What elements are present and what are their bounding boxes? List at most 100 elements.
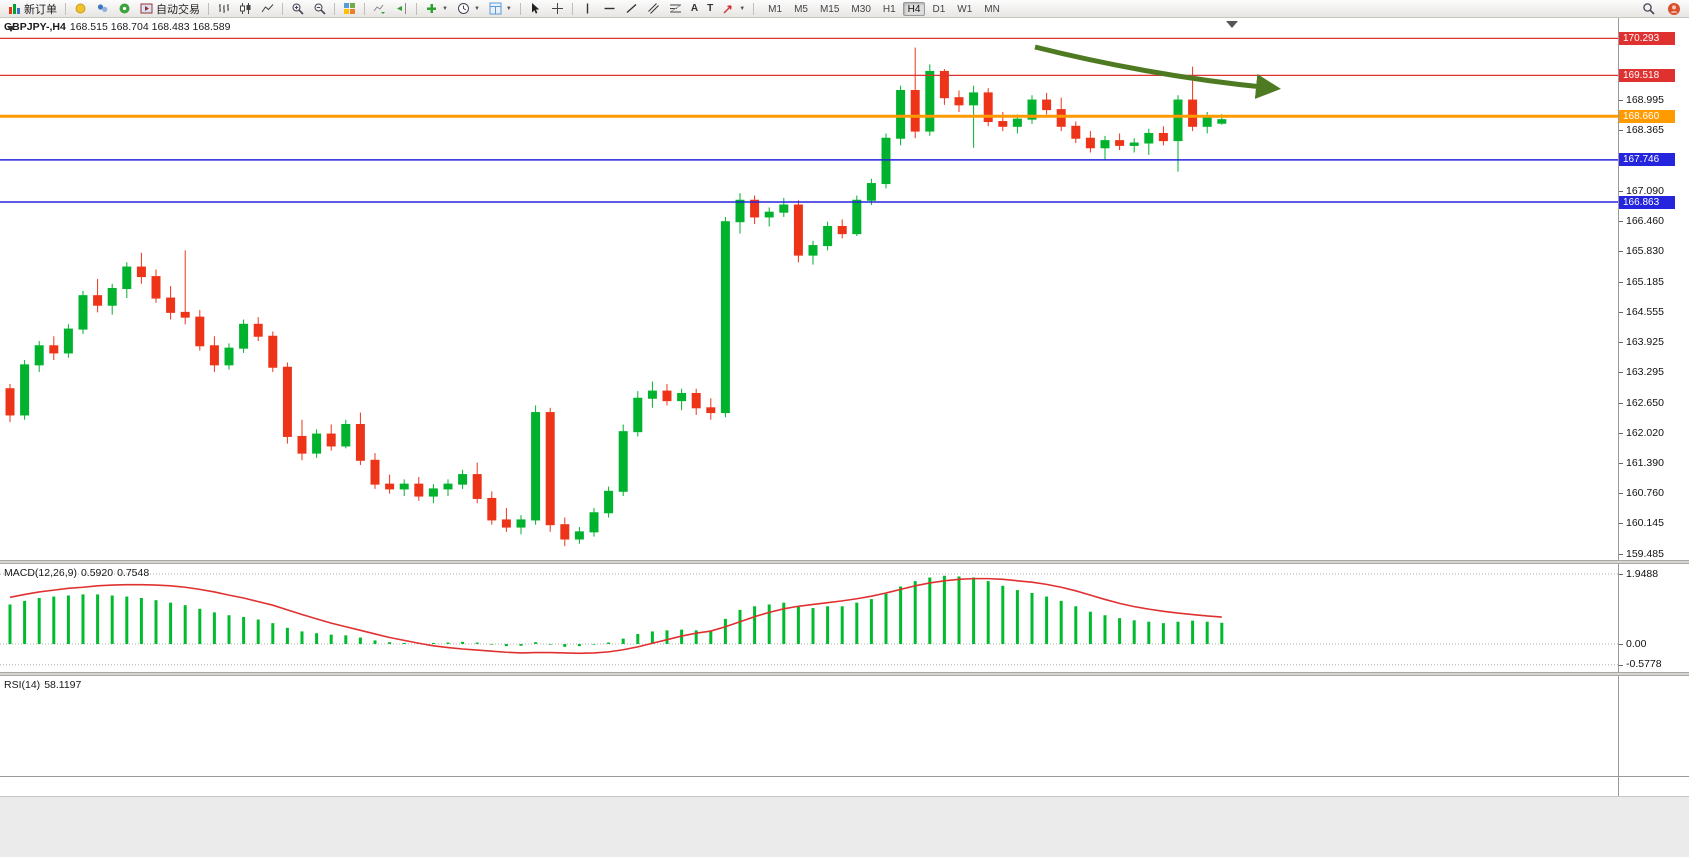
price-axis-label: 164.555 bbox=[1626, 306, 1664, 319]
price-axis-tick bbox=[1619, 282, 1623, 284]
zoom-in-icon bbox=[291, 2, 304, 15]
candle bbox=[939, 69, 949, 105]
cursor-tool-button[interactable] bbox=[525, 1, 546, 16]
price-chart-canvas[interactable] bbox=[0, 18, 1618, 560]
text-tool-button[interactable]: A bbox=[687, 1, 702, 16]
timeframe-button-w1[interactable]: W1 bbox=[952, 2, 977, 16]
profile-badge-icon bbox=[1667, 2, 1681, 16]
community-button[interactable] bbox=[92, 1, 113, 16]
text-tool-icon: A bbox=[690, 2, 699, 14]
toolbar-separator bbox=[364, 2, 365, 15]
toolbar-separator bbox=[416, 2, 417, 15]
alerts-button[interactable] bbox=[70, 1, 91, 16]
crosshair-tool-button[interactable] bbox=[547, 1, 568, 16]
timeframe-button-h4[interactable]: H4 bbox=[902, 1, 926, 16]
timeframe-button-h1[interactable]: H1 bbox=[878, 2, 901, 16]
candle bbox=[5, 383, 15, 423]
candlestick-icon bbox=[239, 2, 252, 15]
rsi-value: 58.1197 bbox=[44, 679, 82, 691]
candlestick-chart-button[interactable] bbox=[235, 1, 256, 16]
candle bbox=[720, 216, 730, 418]
timeframe-button-m1[interactable]: M1 bbox=[763, 2, 787, 16]
channel-tool-button[interactable] bbox=[643, 1, 664, 16]
period-button[interactable]: ▼ bbox=[453, 1, 484, 16]
trend-arrow-annotation[interactable] bbox=[1034, 44, 1281, 99]
time-axis bbox=[0, 776, 1689, 796]
tile-windows-button[interactable] bbox=[339, 1, 360, 16]
auto-scroll-button[interactable] bbox=[369, 1, 390, 16]
toolbar-right-group bbox=[1638, 1, 1685, 16]
candle bbox=[297, 419, 307, 461]
chart-shift-marker bbox=[1226, 21, 1238, 28]
candle bbox=[1158, 126, 1168, 146]
chart-shift-button[interactable] bbox=[391, 1, 412, 16]
price-axis-label: 159.485 bbox=[1626, 548, 1664, 561]
zoom-in-button[interactable] bbox=[287, 1, 308, 16]
timeframe-switcher: M1 M5 M15 M30 H1 H4 D1 W1 MN bbox=[762, 1, 1006, 16]
profile-button[interactable] bbox=[1663, 1, 1685, 16]
new-order-button[interactable]: 新订单 bbox=[4, 1, 61, 16]
new-order-icon bbox=[8, 2, 21, 15]
auto-trading-button[interactable]: 自动交易 bbox=[136, 1, 204, 16]
price-tag: 170.293 bbox=[1619, 31, 1675, 45]
candle bbox=[399, 479, 409, 497]
rsi-axis bbox=[1618, 676, 1689, 776]
panel-splitter[interactable] bbox=[0, 672, 1689, 676]
text-label-tool-button[interactable]: T bbox=[703, 1, 717, 16]
main-toolbar: 新订单 自动交易 ▼ ▼ ▼ A T ▼ M1 M5 M15 M30 H1 H4 bbox=[0, 0, 1689, 18]
trendline-tool-button[interactable] bbox=[621, 1, 642, 16]
timeframe-button-m30[interactable]: M30 bbox=[846, 2, 875, 16]
one-click-trading-toggle[interactable] bbox=[7, 26, 15, 32]
price-axis-tick bbox=[1619, 403, 1623, 405]
macd-chart-canvas[interactable] bbox=[0, 564, 1618, 672]
rsi-label-overlay: RSI(14) 58.1197 bbox=[4, 679, 85, 691]
symbol-period-label: GBPJPY-,H4 bbox=[4, 21, 66, 33]
candle bbox=[677, 388, 687, 411]
candle bbox=[355, 412, 365, 466]
candle bbox=[341, 419, 351, 449]
crosshair-icon bbox=[551, 2, 564, 15]
macd-axis-label: 1.9488 bbox=[1626, 567, 1659, 580]
vertical-line-tool-button[interactable] bbox=[577, 1, 598, 16]
price-axis-label: 161.390 bbox=[1626, 457, 1664, 470]
candle bbox=[1115, 133, 1125, 151]
macd-axis-label: -0.5778 bbox=[1626, 658, 1662, 670]
candle bbox=[370, 453, 380, 489]
candle bbox=[385, 474, 395, 494]
timeframe-button-m5[interactable]: M5 bbox=[789, 2, 813, 16]
price-axis-label: 160.760 bbox=[1626, 487, 1664, 500]
candle bbox=[1042, 92, 1052, 115]
new-order-label: 新订单 bbox=[24, 3, 57, 16]
candle bbox=[531, 405, 541, 525]
fibonacci-icon bbox=[669, 2, 682, 15]
shapes-tool-button[interactable]: ▼ bbox=[718, 1, 749, 16]
candle bbox=[1056, 97, 1066, 132]
timeframe-button-mn[interactable]: MN bbox=[979, 2, 1005, 16]
price-axis-tick bbox=[1619, 372, 1623, 374]
candle bbox=[458, 469, 468, 489]
dropdown-caret-icon: ▼ bbox=[739, 5, 746, 12]
horizontal-line-tool-button[interactable] bbox=[599, 1, 620, 16]
add-indicator-button[interactable]: ▼ bbox=[421, 1, 452, 16]
rsi-chart-canvas[interactable] bbox=[0, 676, 1618, 776]
candle bbox=[49, 336, 59, 361]
line-chart-button[interactable] bbox=[257, 1, 278, 16]
panel-splitter[interactable] bbox=[0, 560, 1689, 564]
macd-signal-line bbox=[9, 577, 1222, 655]
macd-histogram bbox=[8, 575, 1224, 647]
add-indicator-icon bbox=[425, 2, 438, 15]
candle bbox=[516, 515, 526, 535]
timeframe-button-d1[interactable]: D1 bbox=[927, 2, 950, 16]
candle bbox=[224, 343, 234, 370]
candle bbox=[808, 240, 818, 265]
candle bbox=[866, 178, 876, 206]
bar-chart-button[interactable] bbox=[213, 1, 234, 16]
fibonacci-tool-button[interactable] bbox=[665, 1, 686, 16]
template-button[interactable]: ▼ bbox=[485, 1, 516, 16]
broadcast-button[interactable] bbox=[114, 1, 135, 16]
search-button[interactable] bbox=[1638, 1, 1659, 16]
price-axis-label: 166.460 bbox=[1626, 215, 1664, 228]
zoom-out-button[interactable] bbox=[309, 1, 330, 16]
timeframe-button-m15[interactable]: M15 bbox=[815, 2, 844, 16]
price-axis-label: 163.925 bbox=[1626, 336, 1664, 349]
